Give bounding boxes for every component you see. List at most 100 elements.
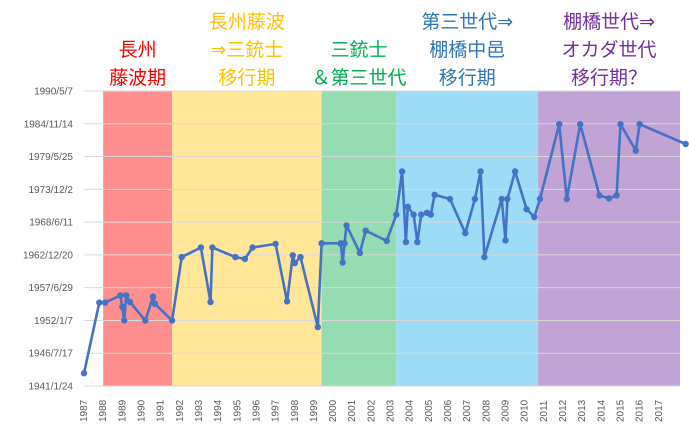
x-tick-label: 2010 bbox=[520, 399, 531, 422]
x-tick-label: 1991 bbox=[156, 399, 167, 422]
data-point bbox=[402, 238, 410, 246]
data-point bbox=[605, 195, 613, 202]
data-point bbox=[531, 213, 538, 221]
data-point bbox=[96, 299, 103, 306]
era-label-3-line-2: ＆第三世代 bbox=[311, 67, 406, 89]
era-label-1-line-2: 藤波期 bbox=[109, 67, 166, 89]
x-tick-label: 2014 bbox=[596, 399, 607, 422]
era-label-5-line-1: 棚橋世代⇒ bbox=[563, 11, 655, 33]
data-point bbox=[404, 203, 411, 210]
era-label-2-line-1: 長州藤波 bbox=[209, 11, 285, 33]
era-label-4-line-1: 第三世代⇒ bbox=[421, 11, 513, 33]
data-point bbox=[314, 323, 321, 331]
data-point bbox=[283, 298, 291, 305]
x-tick-label: 2011 bbox=[539, 400, 550, 422]
data-point bbox=[197, 244, 205, 251]
x-tick-label: 2004 bbox=[405, 399, 416, 422]
era-label-3-line-1: 三銃士 bbox=[330, 39, 387, 61]
y-tick-label: 1979/5/25 bbox=[29, 152, 74, 163]
y-tick-label: 1962/12/20 bbox=[23, 250, 73, 261]
data-point bbox=[209, 244, 216, 251]
era-band-1 bbox=[103, 91, 173, 386]
data-point bbox=[504, 195, 511, 203]
data-point bbox=[523, 206, 530, 213]
data-point bbox=[123, 292, 130, 299]
data-point bbox=[362, 227, 369, 234]
y-tick-label: 1952/1/7 bbox=[34, 316, 73, 327]
x-tick-label: 2017 bbox=[654, 399, 665, 422]
x-tick-label: 2003 bbox=[386, 399, 397, 422]
era-label-5-line-3: 移行期？ bbox=[571, 67, 647, 89]
era-label-4-line-3: 移行期 bbox=[439, 67, 496, 89]
x-tick-label: 1995 bbox=[232, 399, 243, 422]
x-tick-label: 1992 bbox=[175, 399, 186, 422]
data-point bbox=[414, 238, 421, 246]
x-tick-label: 1990 bbox=[136, 399, 147, 422]
data-point bbox=[617, 121, 624, 128]
data-point bbox=[563, 195, 570, 203]
era-label-4-line-2: 棚橋中邑 bbox=[429, 39, 505, 61]
data-point bbox=[249, 244, 256, 251]
data-point bbox=[178, 253, 185, 261]
x-tick-label: 2001 bbox=[347, 399, 358, 422]
data-point bbox=[318, 240, 325, 247]
data-point bbox=[121, 317, 128, 324]
x-tick-label: 2016 bbox=[635, 399, 646, 422]
era-label-2-line-2: ⇒三銃士 bbox=[210, 39, 283, 61]
data-point bbox=[511, 168, 519, 175]
data-point bbox=[398, 168, 406, 175]
era-label-5-line-2: オカダ世代 bbox=[562, 39, 657, 61]
era-band-2 bbox=[172, 91, 322, 386]
data-point bbox=[410, 211, 417, 218]
data-point bbox=[393, 211, 400, 218]
data-point bbox=[168, 317, 176, 324]
data-point bbox=[232, 253, 239, 261]
data-point bbox=[142, 317, 149, 324]
data-point bbox=[101, 299, 109, 306]
data-point bbox=[149, 293, 157, 300]
x-tick-label: 1999 bbox=[309, 399, 320, 422]
data-point bbox=[477, 168, 484, 175]
gridlines bbox=[84, 90, 680, 387]
data-point bbox=[151, 300, 159, 307]
data-point bbox=[383, 237, 390, 245]
y-tick-label: 1990/5/7 bbox=[34, 87, 73, 98]
x-tick-label: 2012 bbox=[558, 399, 569, 422]
data-point bbox=[636, 121, 643, 128]
era-band-4 bbox=[396, 91, 539, 386]
data-point bbox=[289, 252, 296, 259]
x-tick-label: 2006 bbox=[443, 399, 454, 422]
x-tick-label: 2007 bbox=[462, 399, 473, 422]
data-point bbox=[431, 191, 438, 198]
data-point bbox=[272, 240, 279, 248]
x-tick-label: 2009 bbox=[501, 399, 512, 422]
data-point bbox=[297, 253, 304, 261]
data-point bbox=[682, 140, 689, 148]
x-tick-label: 1994 bbox=[213, 399, 224, 422]
era-label-1-line-1: 長州 bbox=[119, 39, 157, 61]
x-axis: 1987 1988 1989 1990 1991 1992 1993 1994 1995 1996… bbox=[79, 399, 665, 422]
y-tick-label: 1968/6/11 bbox=[29, 218, 73, 229]
data-point bbox=[356, 249, 364, 257]
data-point bbox=[339, 259, 346, 266]
series bbox=[80, 121, 689, 377]
data-point bbox=[291, 259, 298, 267]
data-point bbox=[481, 253, 488, 261]
data-point bbox=[502, 237, 509, 244]
data-point bbox=[613, 192, 620, 199]
y-tick-label: 1941/1/24 bbox=[29, 382, 74, 393]
y-axis: 1941/1/24 1946/7/17 1952/1/7 1957/6/29 1962/… bbox=[23, 87, 73, 393]
data-point bbox=[126, 298, 134, 306]
y-tick-label: 1957/6/29 bbox=[29, 283, 74, 294]
x-tick-label: 2015 bbox=[615, 399, 626, 422]
era-label-2-line-3: 移行期 bbox=[218, 67, 275, 89]
data-point bbox=[446, 195, 454, 203]
data-point bbox=[577, 121, 584, 128]
data-point bbox=[632, 147, 639, 154]
data-point bbox=[498, 195, 505, 203]
x-tick-label: 2005 bbox=[424, 399, 435, 422]
x-tick-label: 1987 bbox=[79, 399, 90, 422]
data-point bbox=[119, 303, 126, 310]
